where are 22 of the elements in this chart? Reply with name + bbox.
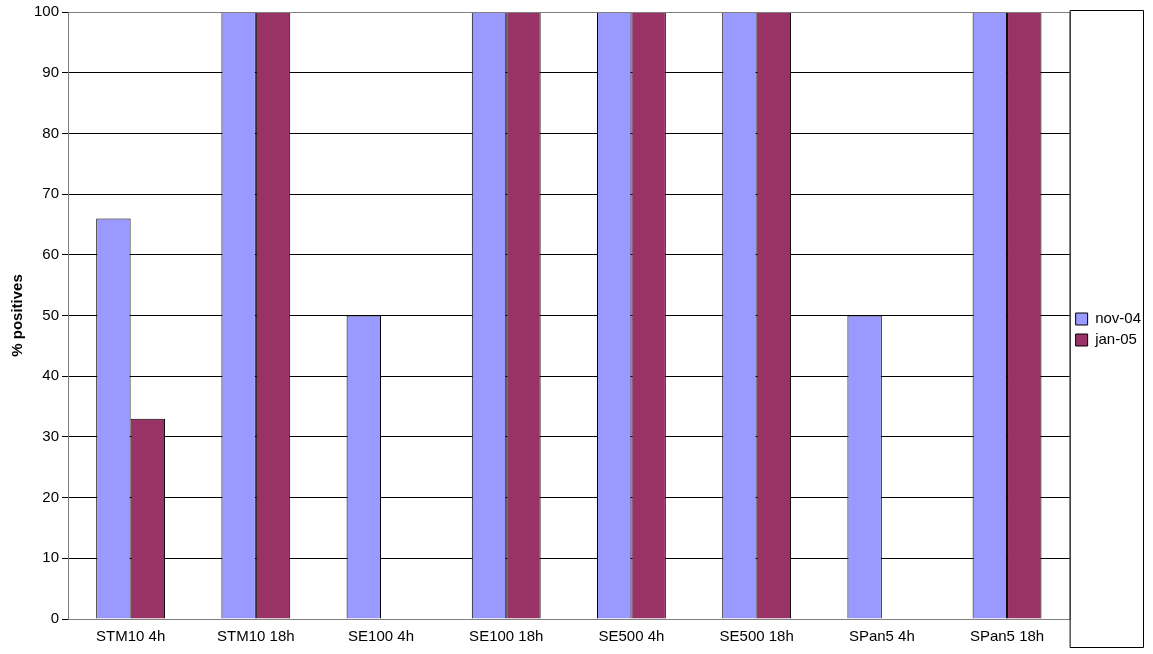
legend-label: jan-05 <box>1094 330 1137 348</box>
y-tick-label: 90 <box>42 62 60 80</box>
y-tick-label: 20 <box>42 487 60 505</box>
y-tick-label: 70 <box>42 184 60 202</box>
x-tick-label: STM10 4h <box>96 627 166 645</box>
y-tick-label: 30 <box>42 427 60 445</box>
x-tick-label: SPan5 4h <box>848 627 915 645</box>
x-tick-label: SE100 4h <box>348 627 414 645</box>
y-tick-label: 100 <box>34 2 60 20</box>
x-tick-label: SE500 18h <box>719 627 794 645</box>
y-axis-title: % positives <box>8 274 26 357</box>
x-tick-label: SE500 4h <box>598 627 665 645</box>
y-tick-label: 0 <box>50 609 60 627</box>
y-tick-label: 50 <box>42 305 60 323</box>
y-tick-label: 80 <box>42 123 60 141</box>
x-tick-label: SE100 18h <box>469 627 544 645</box>
y-tick-label: 10 <box>42 548 60 566</box>
y-tick-label: 60 <box>42 244 60 262</box>
y-tick-label: 40 <box>42 366 60 384</box>
x-tick-label: STM10 18h <box>217 627 295 645</box>
legend-label: nov-04 <box>1095 309 1142 327</box>
x-tick-label: SPan5 18h <box>969 627 1045 645</box>
